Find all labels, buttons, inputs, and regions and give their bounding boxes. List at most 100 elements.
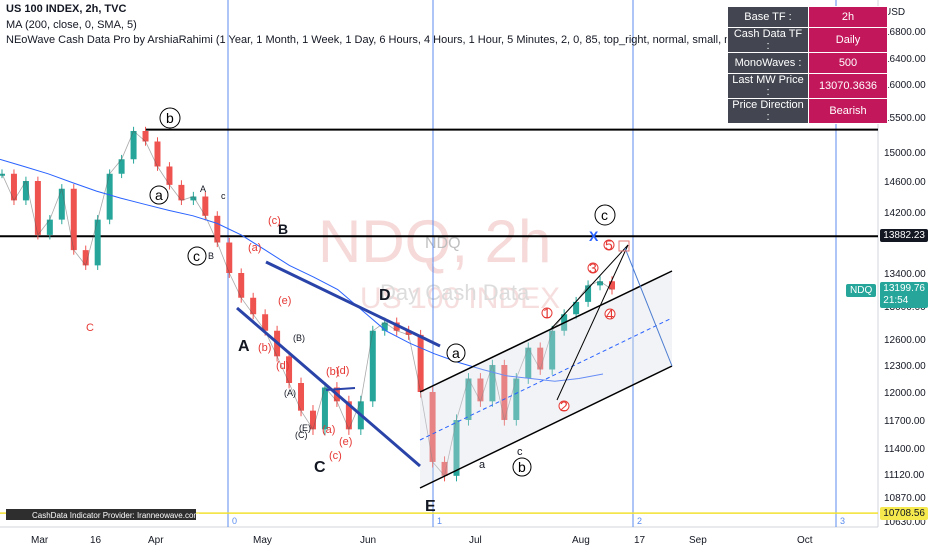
candle-body <box>501 365 508 420</box>
candle-body <box>106 173 113 220</box>
x-tick-label: Oct <box>797 535 813 546</box>
time-marker-label: 0 <box>232 516 237 526</box>
wave-num-3-circle <box>587 262 599 274</box>
wave-label-small-c2: c <box>517 446 523 458</box>
last-price: 13199.76 <box>883 283 925 294</box>
candle-body <box>453 420 460 476</box>
candle-body <box>82 250 89 266</box>
candle-body <box>70 188 77 251</box>
channel-bottom <box>419 365 673 489</box>
ma-line <box>0 158 604 382</box>
candle-body <box>513 378 520 420</box>
channel-top <box>419 270 673 393</box>
candle-body <box>441 461 448 476</box>
x-tick-label: Mar <box>31 535 49 546</box>
wave-label-paren-E: (E) <box>299 423 311 433</box>
channel-mid <box>419 317 673 441</box>
candle-body <box>118 159 125 174</box>
x-tick-label: 17 <box>634 535 646 546</box>
wave-num-3: 3 <box>589 260 597 276</box>
y-tick-label: 16800.00 <box>884 27 926 38</box>
x-tick-label: Jun <box>360 535 376 546</box>
candle-body <box>250 297 257 315</box>
wave-label-c: c <box>193 248 200 264</box>
wave-label-A: A <box>238 338 250 355</box>
info-value: Bearish <box>808 98 888 124</box>
y-tick-label: 10630.00 <box>884 517 926 528</box>
time-marker-label: 3 <box>840 516 845 526</box>
info-table: Base TF :2h Cash Data TF : Daily MonoWaves … <box>727 6 888 124</box>
candle-body <box>465 378 472 420</box>
info-row: Last MW Price :13070.3636 <box>727 73 888 99</box>
projection-line <box>624 247 673 367</box>
candle-body <box>417 334 424 392</box>
info-key: Price Direction : <box>727 98 809 124</box>
candle-body <box>345 401 352 430</box>
trendline-lower <box>236 306 421 468</box>
candle-body <box>597 281 604 286</box>
wave-label-b2-circle <box>512 457 532 477</box>
x-tick-label: May <box>253 535 272 546</box>
low-price-tag: 10708.56 <box>880 507 928 520</box>
candle-body <box>214 215 221 243</box>
wedge-upper <box>549 244 629 331</box>
wave-label-a2: a <box>452 345 460 361</box>
y-tick-label: 16000.00 <box>884 80 926 91</box>
candle-body <box>549 330 556 370</box>
candle-body <box>585 285 592 302</box>
candle-body <box>262 314 269 331</box>
x-tick-label: Apr <box>148 535 164 546</box>
wave-num-1-circle <box>541 307 553 319</box>
candle-body <box>489 365 496 402</box>
wave-label-a2-circle <box>446 343 466 363</box>
info-value: 13070.3636 <box>808 73 888 99</box>
wave-num-1: 1 <box>543 305 551 321</box>
wave-label-c2: c <box>601 207 608 223</box>
candle-body <box>34 181 41 235</box>
wave-label-red-c: C <box>86 322 94 334</box>
info-value: 500 <box>808 52 888 74</box>
info-row: MonoWaves :500 <box>727 52 888 74</box>
candle-body <box>154 141 161 167</box>
info-row: Price Direction : Bearish <box>727 98 888 124</box>
watermark-cash: Day Cash Data <box>380 280 530 305</box>
wave-label-paren-a3: (a) <box>322 424 335 436</box>
wave-num-2-circle <box>558 400 570 412</box>
info-key: Last MW Price : <box>727 73 809 99</box>
info-key: MonoWaves : <box>727 52 809 74</box>
candle-body <box>238 273 245 298</box>
wave-label-paren-d3: (d) <box>336 365 349 377</box>
wave-label-b2: b <box>518 459 526 475</box>
wave-label-small-c: c <box>221 191 226 201</box>
candle-body <box>226 242 233 273</box>
wave-label-paren-b3: (b) <box>326 366 339 378</box>
footer-note-bg <box>6 509 196 520</box>
wave-label-c-circle <box>187 246 207 266</box>
wave-label-paren-c3: (c) <box>329 450 342 462</box>
wave-label-X: X <box>589 228 599 244</box>
candle-body <box>381 322 388 331</box>
candle-body <box>166 166 173 185</box>
wave-label-paren-B: (B) <box>293 333 305 343</box>
y-tick-label: 11700.00 <box>884 416 925 427</box>
wedge-lower <box>556 244 629 401</box>
y-axis-unit: USD <box>884 7 905 18</box>
y-tick-label: 13400.00 <box>884 269 926 280</box>
price-line <box>1 130 613 477</box>
info-value: 2h <box>808 6 888 28</box>
candle-body <box>178 184 185 201</box>
wave-label-c2-circle <box>594 204 616 226</box>
x-tick-label: Jul <box>469 535 482 546</box>
x-tick-label: Sep <box>689 535 707 546</box>
candle-body <box>22 181 29 201</box>
wave-label-D: D <box>379 287 391 304</box>
wave-num-4-circle <box>604 308 616 320</box>
wave-label-b: b <box>166 110 174 126</box>
y-tick-label: 10870.00 <box>884 493 926 504</box>
candle-body <box>477 378 484 402</box>
candle-body <box>130 131 137 160</box>
info-key: Cash Data TF : <box>727 27 809 53</box>
candle-body <box>94 219 101 266</box>
candle-body <box>58 188 65 220</box>
